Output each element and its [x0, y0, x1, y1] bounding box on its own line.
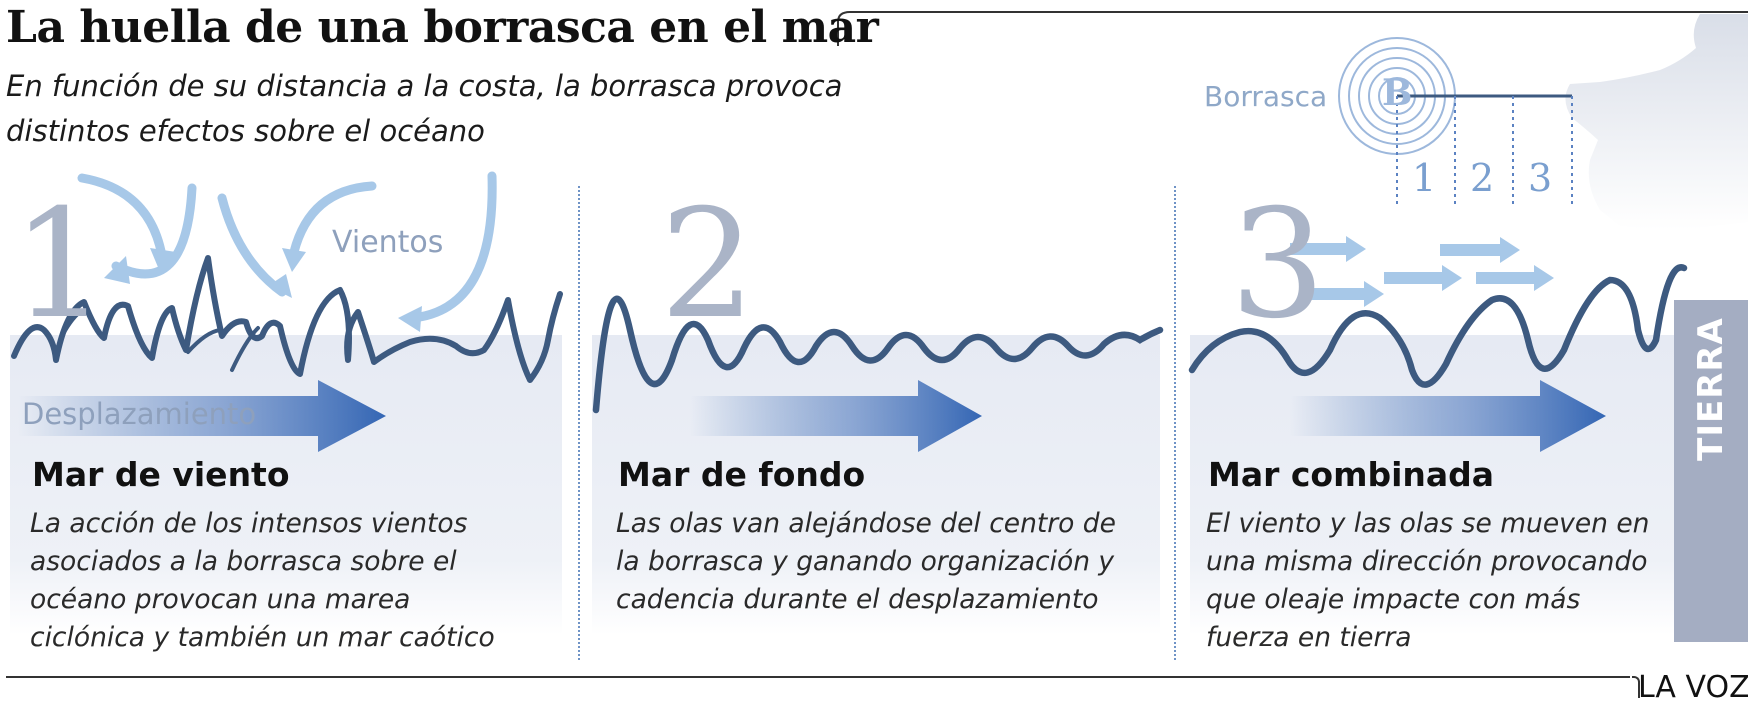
- land-bar: [1674, 300, 1748, 642]
- wave-combined: [1188, 264, 1688, 388]
- footer-rule: [6, 676, 1630, 678]
- panel-1-text: La acción de los intensos vientos asocia…: [30, 508, 495, 653]
- displacement-arrow-2: [690, 380, 982, 452]
- panel-2-number: 2: [660, 178, 756, 352]
- wave-swell: [592, 295, 1164, 414]
- panel-1-number: 1: [12, 178, 108, 352]
- page-title: La huella de una borrasca en el mar: [6, 2, 879, 53]
- land-label: TIERRA: [1691, 317, 1731, 461]
- divider-1-2: [578, 186, 580, 660]
- page-subtitle: En función de su distancia a la costa, l…: [6, 69, 843, 148]
- wind-arrows-3: [1290, 236, 1554, 307]
- header-frame: [837, 11, 1748, 46]
- footer-tick: [1632, 676, 1640, 698]
- wave-chaotic: [11, 255, 563, 383]
- distance-mark-2: 2: [1470, 156, 1495, 200]
- wave-chaotic-back: [58, 310, 260, 372]
- displacement-label: Desplazamiento: [22, 397, 257, 431]
- displacement-arrow-3: [1290, 380, 1606, 452]
- brand-logo: LA VOZ: [1638, 670, 1748, 705]
- panel-3-number: 3: [1230, 178, 1326, 352]
- wind-arrowheads: [104, 248, 422, 332]
- divider-2-3: [1174, 186, 1176, 660]
- panel-2-text: Las olas van alejándose del centro de la…: [616, 508, 1116, 615]
- panel-1-title: Mar de viento: [32, 455, 290, 494]
- map-land: [1565, 14, 1748, 230]
- panel-2-background: [592, 335, 1160, 635]
- panel-1-background: [10, 335, 562, 635]
- distance-mark-3: 3: [1528, 156, 1553, 200]
- land-label-wrap: TIERRA: [1664, 317, 1748, 461]
- winds-label: Vientos: [332, 225, 444, 260]
- displacement-arrow-1: [18, 380, 386, 452]
- panel-3-title: Mar combinada: [1208, 455, 1495, 494]
- storm-symbol: B: [1382, 72, 1413, 114]
- distance-mark-1: 1: [1412, 156, 1437, 200]
- storm-label: Borrasca: [1204, 80, 1328, 113]
- panel-3-text: El viento y las olas se mueven en una mi…: [1206, 508, 1650, 653]
- panel-2-title: Mar de fondo: [618, 455, 866, 494]
